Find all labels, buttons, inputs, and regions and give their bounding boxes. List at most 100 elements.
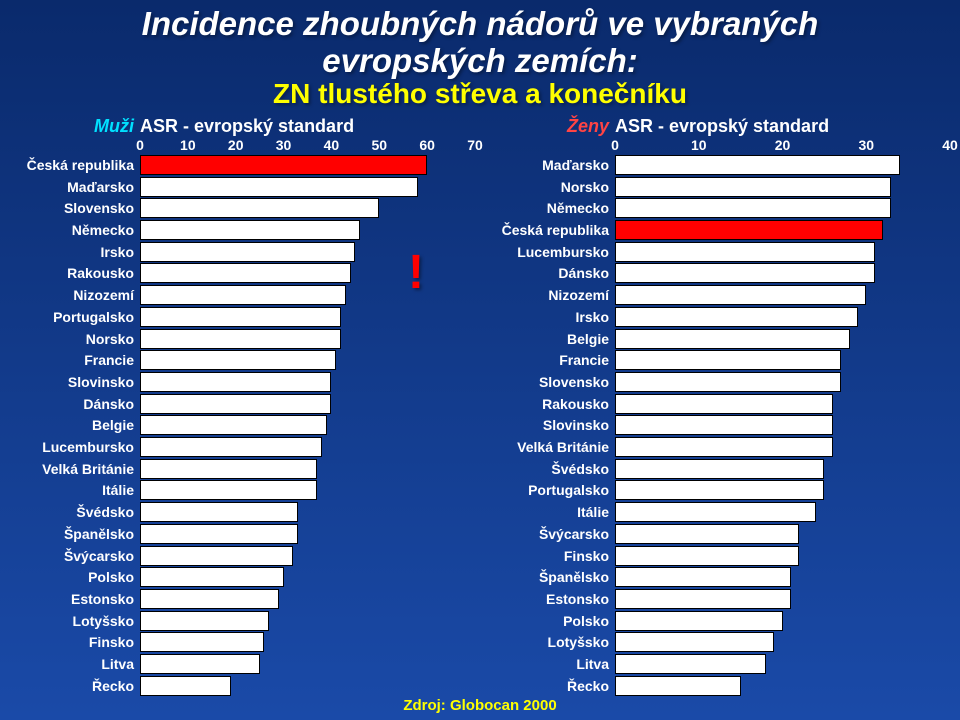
bar xyxy=(140,524,298,544)
bar xyxy=(615,394,833,414)
bar-row: Norsko xyxy=(10,329,475,349)
bar-label: Nizozemí xyxy=(485,287,615,303)
bar-label: Portugalsko xyxy=(10,309,140,325)
bar-area xyxy=(140,242,475,262)
bar-label: Irsko xyxy=(10,244,140,260)
bar-label: Velká Británie xyxy=(485,439,615,455)
bar-label: Belgie xyxy=(485,331,615,347)
bar-row: Dánsko xyxy=(10,394,475,414)
bar-area xyxy=(140,502,475,522)
chart-women: Ženy ASR - evropský standard 010203040 M… xyxy=(485,116,950,696)
bar-row: Nizozemí xyxy=(485,285,950,305)
bar-area xyxy=(140,285,475,305)
bar-row: Polsko xyxy=(485,611,950,631)
bar-row: Česká republika xyxy=(10,155,475,175)
exclamation-mark: ! xyxy=(408,245,424,300)
bar-label: Velká Británie xyxy=(10,461,140,477)
bar-label: Německo xyxy=(485,200,615,216)
bar xyxy=(140,307,341,327)
bar xyxy=(615,437,833,457)
men-axis-title: ASR - evropský standard xyxy=(140,116,475,137)
bar xyxy=(615,177,891,197)
bar-row: Francie xyxy=(485,350,950,370)
bar xyxy=(140,632,264,652)
bar-label: Švýcarsko xyxy=(485,526,615,542)
bar-label: Estonsko xyxy=(485,591,615,607)
chart-men: Muži ASR - evropský standard 01020304050… xyxy=(10,116,475,696)
bar-row: Řecko xyxy=(485,676,950,696)
men-label: Muži xyxy=(10,116,140,137)
bar-row: Polsko xyxy=(10,567,475,587)
bar-row: Portugalsko xyxy=(485,480,950,500)
axis-tick: 20 xyxy=(775,137,791,153)
bar-row: Řecko xyxy=(10,676,475,696)
chart-men-header: Muži ASR - evropský standard xyxy=(10,116,475,137)
bar-label: Irsko xyxy=(485,309,615,325)
bar-area xyxy=(140,350,475,370)
bar-area xyxy=(140,155,475,175)
bar-label: Polsko xyxy=(485,613,615,629)
bar-row: Irsko xyxy=(10,242,475,262)
axis-tick: 40 xyxy=(942,137,958,153)
bar xyxy=(140,567,284,587)
bar xyxy=(615,654,766,674)
bar xyxy=(615,263,875,283)
bar-label: Dánsko xyxy=(485,265,615,281)
bar xyxy=(140,480,317,500)
bar-label: Finsko xyxy=(10,634,140,650)
bar xyxy=(140,177,418,197)
bar-area xyxy=(615,654,950,674)
bar xyxy=(615,459,824,479)
bar-label: Německo xyxy=(10,222,140,238)
bar xyxy=(615,285,866,305)
bar xyxy=(615,589,791,609)
bar-label: Rakousko xyxy=(485,396,615,412)
bar xyxy=(140,546,293,566)
bar-area xyxy=(140,394,475,414)
bar-area xyxy=(140,632,475,652)
men-axis-row: 010203040506070 xyxy=(10,137,475,155)
bar-row: Česká republika xyxy=(485,220,950,240)
bar-area xyxy=(140,437,475,457)
axis-tick: 0 xyxy=(136,137,144,153)
bar xyxy=(140,589,279,609)
bar-row: Estonsko xyxy=(10,589,475,609)
bar-label: Dánsko xyxy=(10,396,140,412)
bar xyxy=(140,415,327,435)
chart-women-header: Ženy ASR - evropský standard xyxy=(485,116,950,137)
bar-area xyxy=(140,177,475,197)
men-rows: Česká republikaMaďarskoSlovenskoNěmeckoI… xyxy=(10,155,475,696)
bar-label: Itálie xyxy=(485,504,615,520)
bar-area xyxy=(615,155,950,175)
bar-label: Švédsko xyxy=(10,504,140,520)
bar-label: Norsko xyxy=(485,179,615,195)
bar-row: Německo xyxy=(485,198,950,218)
bar xyxy=(140,676,231,696)
title-line1: Incidence zhoubných nádorů ve vybraných xyxy=(142,5,819,42)
axis-tick: 30 xyxy=(276,137,292,153)
bar-area xyxy=(140,198,475,218)
bar-label: Lotyšsko xyxy=(485,634,615,650)
bar-row: Lotyšsko xyxy=(485,632,950,652)
bar-area xyxy=(140,480,475,500)
bar-row: Švýcarsko xyxy=(10,546,475,566)
bar-row: Slovinsko xyxy=(10,372,475,392)
bar xyxy=(615,611,783,631)
bar-label: Slovensko xyxy=(485,374,615,390)
bar xyxy=(140,220,360,240)
bar-row: Švédsko xyxy=(10,502,475,522)
axis-tick: 0 xyxy=(611,137,619,153)
bar-row: Litva xyxy=(485,654,950,674)
bar-row: Francie xyxy=(10,350,475,370)
bar-label: Španělsko xyxy=(10,526,140,542)
bar-label: Belgie xyxy=(10,417,140,433)
bar-row: Belgie xyxy=(485,329,950,349)
bar xyxy=(140,459,317,479)
bar-area xyxy=(615,394,950,414)
bar-row: Estonsko xyxy=(485,589,950,609)
bar xyxy=(615,546,799,566)
bar-area xyxy=(615,546,950,566)
slide-title: Incidence zhoubných nádorů ve vybraných … xyxy=(0,0,960,80)
bar-area xyxy=(615,589,950,609)
bar xyxy=(140,372,331,392)
